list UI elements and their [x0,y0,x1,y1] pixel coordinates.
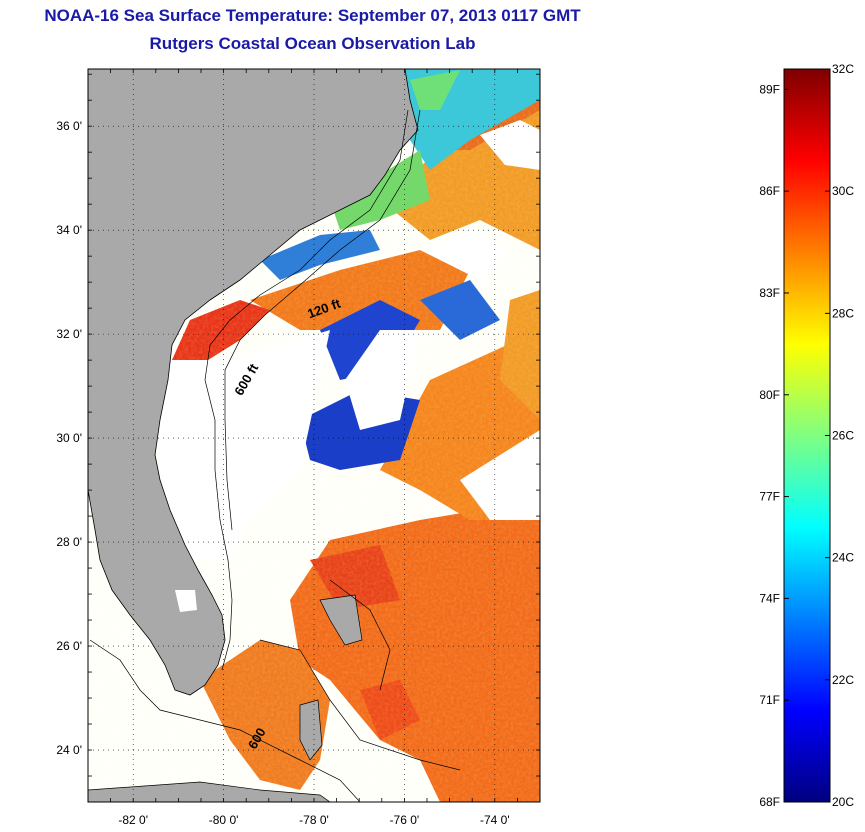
longitude-axis: -82 0' -80 0' -78 0' -76 0' -74 0' [87,69,541,827]
latitude-axis: 36 0' 34 0' 32 0' 30 0' 28 0' 26 0' 24 0' [56,73,540,803]
colorbar-c-label: 20C [832,795,854,809]
map-subtitle: Rutgers Coastal Ocean Observation Lab [149,34,476,53]
lon-tick-label: -82 0' [118,813,148,827]
colorbar-c-label: 26C [832,429,854,443]
colorbar-f-label: 71F [759,693,780,707]
colorbar [783,68,831,803]
colorbar-f-label: 83F [759,286,780,300]
lon-tick-label: -74 0' [480,813,510,827]
land-southeast-us [88,69,419,696]
colorbar-f-label: 89F [759,82,780,96]
lat-tick-label: 32 0' [56,327,82,341]
cloud-patches [150,120,540,560]
lon-tick-label: -78 0' [299,813,329,827]
map-title: NOAA-16 Sea Surface Temperature: Septemb… [44,6,581,25]
lon-tick-label: -76 0' [390,813,420,827]
depth-contours [89,109,461,802]
lon-tick-label: -80 0' [209,813,239,827]
lat-tick-label: 26 0' [56,639,82,653]
colorbar-celsius-labels: 32C 30C 28C 26C 24C 22C 20C [825,62,854,809]
lake-okeechobee [175,590,197,612]
lat-tick-label: 30 0' [56,431,82,445]
lat-tick-label: 28 0' [56,535,82,549]
colorbar-f-label: 74F [759,591,780,605]
colorbar-f-label: 80F [759,388,780,402]
land-islands [88,594,363,802]
colorbar-c-label: 28C [832,306,854,320]
colorbar-f-label: 77F [759,490,780,504]
lat-tick-label: 34 0' [56,223,82,237]
colorbar-fahrenheit-labels: 89F 86F 83F 80F 77F 74F 71F 68F [759,82,789,809]
colorbar-f-label: 86F [759,184,780,198]
lat-tick-label: 36 0' [56,119,82,133]
colorbar-c-label: 30C [832,184,854,198]
lat-tick-label: 24 0' [56,743,82,757]
colorbar-c-label: 22C [832,673,854,687]
map-gridlines [88,69,540,802]
colorbar-f-label: 68F [759,795,780,809]
colorbar-c-label: 24C [832,551,854,565]
colorbar-c-label: 32C [832,62,854,76]
